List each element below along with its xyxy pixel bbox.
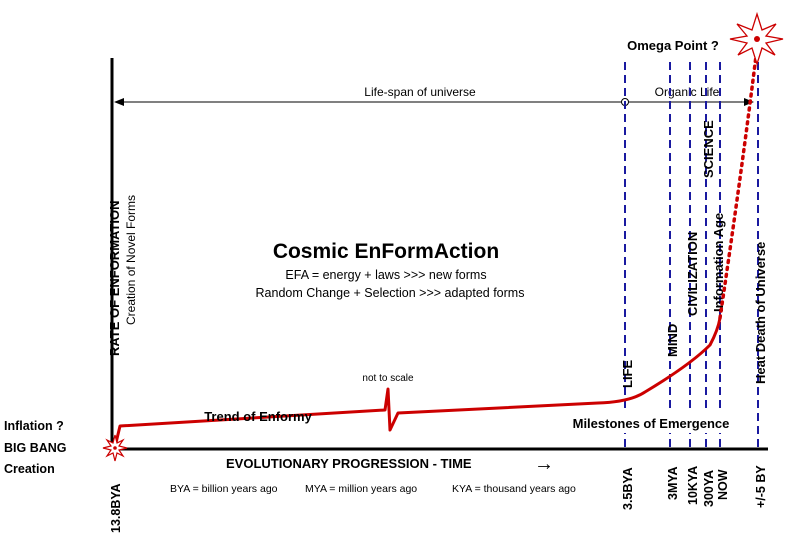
tick-label-13-8bya: 13.8BYA: [109, 483, 123, 533]
enformy-curve: [113, 317, 722, 448]
lifespan-label: Life-span of universe: [364, 85, 476, 99]
tick-label-3mya: 3MYA: [666, 466, 680, 500]
not-to-scale-note: not to scale: [362, 373, 414, 384]
milestone-label-mind: MIND: [665, 324, 680, 357]
tick-label-300ya: 300YA: [702, 470, 716, 507]
big-bang-star-icon: [102, 434, 128, 462]
milestone-label-info-age: Information Age: [711, 213, 726, 312]
diagram-title: Cosmic EnFormAction: [273, 240, 499, 263]
creation-label: Creation: [4, 462, 55, 476]
organic-life-label: Organic Life: [655, 85, 720, 99]
big-bang-label: BIG BANG: [4, 441, 67, 455]
milestone-label-science: SCIENCE: [701, 120, 716, 178]
footnote-bya: BYA = billion years ago: [170, 483, 278, 495]
inflation-label: Inflation ?: [4, 419, 64, 433]
efa-formula: EFA = energy + laws >>> new forms: [285, 268, 486, 282]
milestones-of-emergence-label: Milestones of Emergence: [573, 416, 730, 431]
y-axis-sublabel: Creation of Novel Forms: [124, 195, 138, 325]
enformy-curve-projection: [718, 46, 759, 320]
trend-label: Trend of Enformy: [204, 409, 312, 424]
tick-label-now: NOW: [716, 469, 730, 500]
omega-star-icon: [729, 11, 784, 67]
tick-label-3-5bya: 3.5BYA: [621, 467, 635, 510]
tick-label-10kya: 10KYA: [686, 466, 700, 505]
y-axis-label: RATE OF ENFORMATION: [107, 200, 122, 356]
milestone-label-life: LIFE: [620, 360, 635, 388]
footnote-kya: KYA = thousand years ago: [452, 483, 576, 495]
x-axis-arrow-icon: →: [534, 453, 554, 475]
lifespan-arrow: [114, 98, 754, 106]
omega-point-label: Omega Point ?: [627, 38, 719, 53]
milestone-label-heat-death: Heat Death of Universe: [753, 242, 768, 384]
footnote-mya: MYA = million years ago: [305, 483, 417, 495]
x-axis-label: EVOLUTIONARY PROGRESSION - TIME: [226, 456, 472, 471]
selection-formula: Random Change + Selection >>> adapted fo…: [256, 286, 525, 300]
milestones-label-bg: [550, 413, 750, 433]
tick-label-heat-death: +/-5 BY: [754, 465, 768, 508]
milestone-label-civilization: CIVILIZATION: [685, 232, 700, 316]
